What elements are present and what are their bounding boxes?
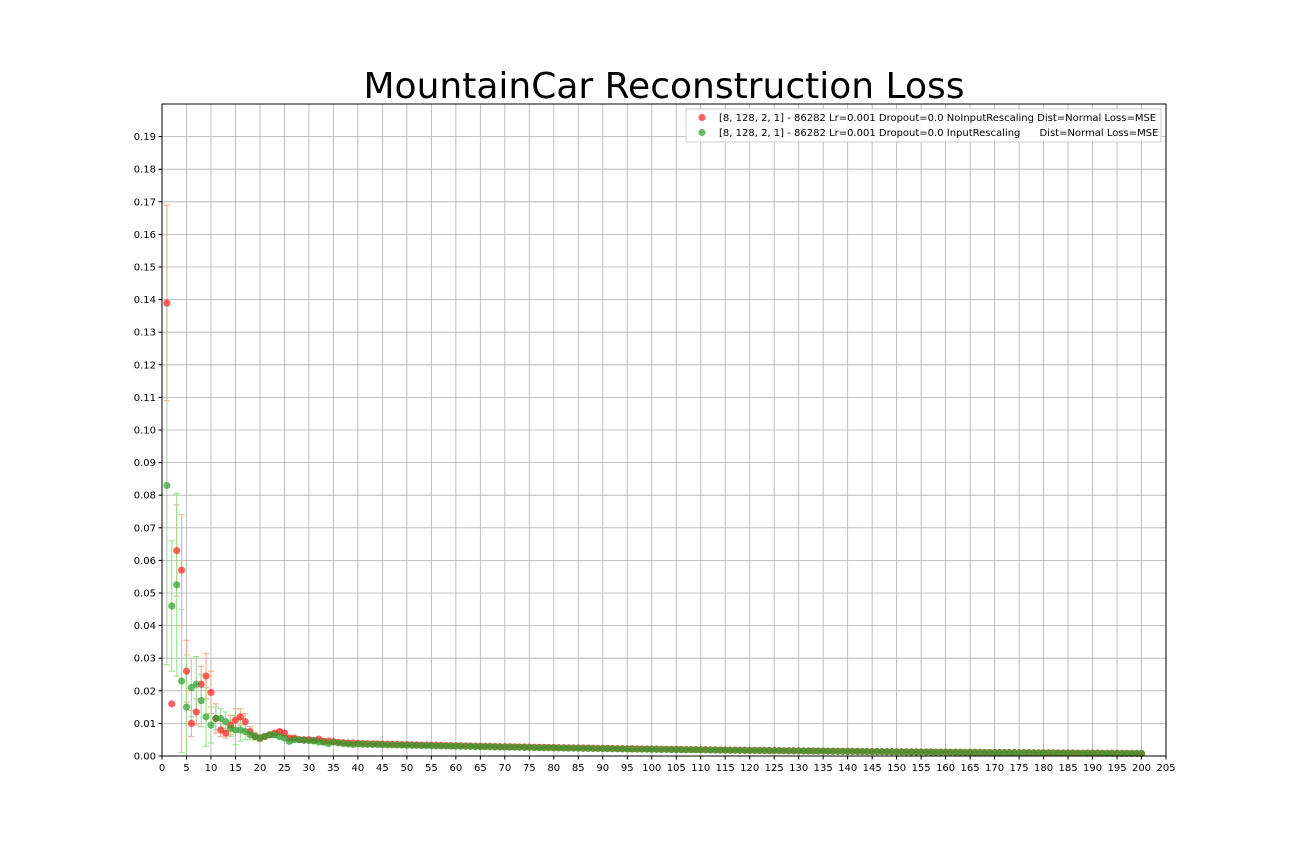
x-tick-label: 115 xyxy=(716,763,735,774)
data-point-series-1 xyxy=(222,729,230,737)
x-tick-label: 145 xyxy=(863,763,882,774)
x-tick-label: 75 xyxy=(523,763,536,774)
data-point-series-2 xyxy=(207,721,215,729)
x-tick-label: 200 xyxy=(1132,763,1151,774)
grid xyxy=(161,104,1167,757)
data-point-series-2 xyxy=(197,696,205,705)
chart-title: MountainCar Reconstruction Loss xyxy=(364,66,965,107)
data-point-series-2 xyxy=(173,581,181,589)
data-point-series-1 xyxy=(236,713,244,721)
y-tick-label: 0.11 xyxy=(134,393,156,404)
x-tick-label: 140 xyxy=(838,763,857,774)
x-tick-label: 195 xyxy=(1107,763,1126,774)
legend-marker-series-2 xyxy=(698,128,706,137)
y-tick-label: 0.14 xyxy=(134,295,156,306)
x-tick-label: 40 xyxy=(352,763,365,774)
data-point-series-1 xyxy=(192,708,200,716)
data-point-series-1 xyxy=(207,688,215,697)
x-tick-label: 15 xyxy=(229,763,242,774)
data-point-series-2 xyxy=(163,481,171,490)
y-tick-label: 0.04 xyxy=(134,621,156,632)
x-tick-label: 135 xyxy=(814,763,833,774)
data-point-series-2 xyxy=(222,718,230,726)
x-tick-label: 5 xyxy=(183,763,189,774)
x-tick-label: 25 xyxy=(278,763,291,774)
data-point-series-1 xyxy=(177,566,186,574)
y-tick-label: 0.00 xyxy=(134,752,156,763)
x-tick-label: 110 xyxy=(691,763,710,774)
data-point-series-1 xyxy=(241,718,249,726)
y-tick-label: 0.10 xyxy=(134,426,156,437)
y-tick-label: 0.01 xyxy=(134,719,156,730)
data-point-series-1 xyxy=(163,299,171,307)
x-tick-label: 95 xyxy=(621,763,634,774)
data-point-series-2 xyxy=(182,703,191,711)
x-tick-label: 175 xyxy=(1010,763,1029,774)
data-point-series-2 xyxy=(1137,749,1146,757)
y-tick-label: 0.18 xyxy=(134,165,156,176)
data-point-series-2 xyxy=(202,713,210,721)
y-tick-label: 0.17 xyxy=(134,197,156,208)
x-tick-label: 0 xyxy=(159,763,165,774)
data-point-series-1 xyxy=(173,547,181,555)
y-tick-label: 0.13 xyxy=(134,328,156,339)
y-tick-label: 0.07 xyxy=(134,523,156,534)
y-tick-label: 0.16 xyxy=(134,230,156,241)
y-tick-label: 0.05 xyxy=(134,589,156,600)
x-tick-label: 20 xyxy=(254,763,267,774)
x-tick-label: 185 xyxy=(1059,763,1078,774)
y-tick-label: 0.08 xyxy=(134,491,156,502)
x-tick-label: 180 xyxy=(1034,763,1053,774)
x-tick-label: 90 xyxy=(596,763,609,774)
legend-marker-series-1 xyxy=(698,113,706,122)
x-tick-label: 65 xyxy=(474,763,487,774)
data-point-series-2 xyxy=(192,680,200,688)
x-tick-label: 10 xyxy=(205,763,218,774)
x-tick-label: 150 xyxy=(887,763,906,774)
x-tick-label: 130 xyxy=(789,763,808,774)
x-tick-label: 85 xyxy=(572,763,585,774)
x-tick-label: 205 xyxy=(1156,763,1175,774)
legend-label-series-2: [8, 128, 2, 1] - 86282 Lr=0.001 Dropout=… xyxy=(719,128,1158,139)
data-point-series-2 xyxy=(177,677,186,685)
data-point-series-1 xyxy=(182,667,191,675)
x-tick-label: 55 xyxy=(425,763,438,774)
x-tick-label: 60 xyxy=(449,763,462,774)
x-tick-label: 155 xyxy=(912,763,931,774)
data-point-series-1 xyxy=(187,719,195,728)
x-tick-label: 50 xyxy=(401,763,414,774)
x-tick-label: 125 xyxy=(765,763,784,774)
x-tick-label: 45 xyxy=(376,763,389,774)
x-tick-label: 70 xyxy=(498,763,511,774)
x-tick-label: 35 xyxy=(327,763,340,774)
data-points xyxy=(163,299,1146,757)
data-point-series-2 xyxy=(168,602,176,610)
x-tick-label: 30 xyxy=(303,763,316,774)
legend-box xyxy=(685,108,1162,143)
legend: [8, 128, 2, 1] - 86282 Lr=0.001 Dropout=… xyxy=(685,108,1162,143)
y-tick-label: 0.12 xyxy=(134,360,156,371)
legend-label-series-1: [8, 128, 2, 1] - 86282 Lr=0.001 Dropout=… xyxy=(719,113,1156,124)
x-tick-label: 170 xyxy=(985,763,1004,774)
x-tick-label: 105 xyxy=(667,763,686,774)
y-tick-label: 0.03 xyxy=(134,654,156,665)
x-tick-label: 165 xyxy=(961,763,980,774)
data-point-series-1 xyxy=(168,700,176,708)
x-tick-label: 100 xyxy=(642,763,661,774)
y-tick-label: 0.02 xyxy=(134,686,156,697)
x-tick-label: 120 xyxy=(740,763,759,774)
x-tick-label: 80 xyxy=(547,763,560,774)
axis-ticks: 0 5 10 15 20 25 30 35 40 45 50 55 60 65 70 75 80 85 90 95 10… xyxy=(134,132,1176,774)
y-tick-label: 0.06 xyxy=(134,556,156,567)
y-tick-label: 0.19 xyxy=(134,132,156,143)
x-tick-label: 190 xyxy=(1083,763,1102,774)
y-tick-label: 0.15 xyxy=(134,263,156,274)
x-tick-label: 160 xyxy=(936,763,955,774)
y-tick-label: 0.09 xyxy=(134,458,156,469)
data-point-series-1 xyxy=(202,672,210,680)
